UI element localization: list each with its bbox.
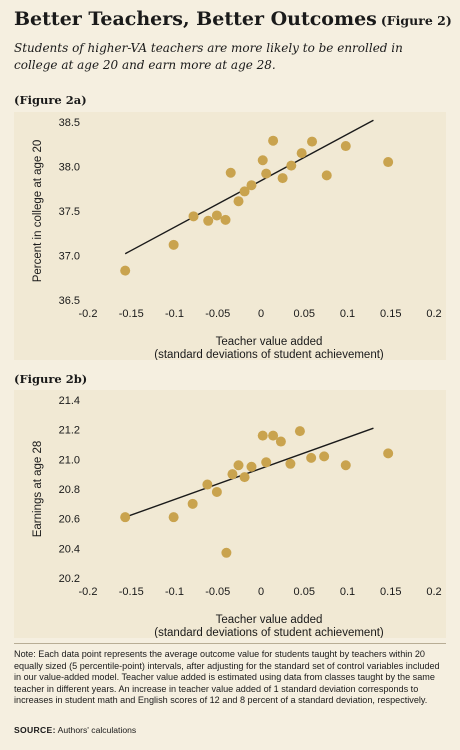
data-point xyxy=(221,547,232,558)
x-tick-label: 0.1 xyxy=(340,586,355,598)
data-point xyxy=(188,211,199,222)
x-tick-label: 0.05 xyxy=(294,586,315,598)
data-point xyxy=(239,186,250,197)
scatter-chart-earnings: 20.2 20.4 20.6 20.8 21.0 21.2 21.4 -0.2 -0.15 -0.… xyxy=(14,390,446,638)
data-point xyxy=(211,486,222,497)
data-point xyxy=(321,170,332,181)
data-point xyxy=(246,461,257,472)
data-point xyxy=(168,512,179,523)
y-axis-label: Percent in college at age 20 xyxy=(32,140,44,283)
x-tick-label: 0.15 xyxy=(380,586,401,598)
x-tick-label: 0.2 xyxy=(426,308,441,320)
x-tick-label: 0.05 xyxy=(294,308,315,320)
data-point xyxy=(187,498,198,509)
source-text: Authors' calculations xyxy=(57,725,137,735)
x-tick-label: 0 xyxy=(258,586,264,598)
x-tick-label: -0.05 xyxy=(205,586,230,598)
title-text: Better Teachers, Better Outcomes xyxy=(14,8,377,30)
plot-background xyxy=(14,112,446,360)
y-axis-label: Earnings at age 28 xyxy=(32,441,44,538)
x-tick-label: 0.2 xyxy=(426,586,441,598)
data-point xyxy=(268,135,279,146)
data-point xyxy=(246,180,257,191)
x-tick-label: -0.1 xyxy=(165,308,184,320)
source-label: SOURCE: xyxy=(14,725,56,735)
y-tick-label: 37.0 xyxy=(59,251,80,263)
data-point xyxy=(257,155,268,166)
data-point xyxy=(383,157,394,168)
data-point xyxy=(286,160,297,171)
x-axis-label-line1: Teacher value added xyxy=(216,614,323,626)
trend-line xyxy=(124,427,374,518)
data-point xyxy=(275,436,286,447)
subtitle: Students of higher-VA teachers are more … xyxy=(14,41,403,72)
data-point xyxy=(340,460,351,471)
note-text: Note: Each data point represents the ave… xyxy=(14,649,440,706)
data-point xyxy=(220,214,231,225)
y-tick-label: 20.6 xyxy=(59,514,80,526)
panel-label-2a: (Figure 2a) xyxy=(14,93,87,107)
data-point xyxy=(261,457,272,468)
data-point xyxy=(203,215,214,226)
data-point xyxy=(306,452,317,463)
page-title: Better Teachers, Better Outcomes (Figure … xyxy=(14,8,452,30)
data-point xyxy=(340,141,351,152)
panel-label-2b: (Figure 2b) xyxy=(14,372,88,386)
data-point xyxy=(233,196,244,207)
data-point xyxy=(120,512,131,523)
data-point xyxy=(202,479,213,490)
x-tick-label: -0.15 xyxy=(119,586,144,598)
y-tick-label: 21.4 xyxy=(59,395,80,407)
source-line: SOURCE: Authors' calculations xyxy=(14,725,136,735)
data-point xyxy=(211,210,222,221)
plot-background xyxy=(14,390,446,638)
data-point xyxy=(285,458,296,469)
x-tick-label: -0.05 xyxy=(205,308,230,320)
x-tick-label: -0.2 xyxy=(79,586,98,598)
data-point xyxy=(268,430,279,441)
y-tick-label: 20.4 xyxy=(59,543,80,555)
data-point xyxy=(225,167,236,178)
data-point xyxy=(239,472,250,483)
data-point xyxy=(307,136,318,147)
data-point xyxy=(233,460,244,471)
data-point xyxy=(277,173,288,184)
data-point xyxy=(383,448,394,459)
data-point xyxy=(319,451,330,462)
x-tick-label: -0.1 xyxy=(165,586,184,598)
x-axis-label-line2: (standard deviations of student achievem… xyxy=(154,349,384,360)
y-tick-label: 20.2 xyxy=(59,573,80,585)
scatter-chart-college: 36.5 37.0 37.5 38.0 38.5 -0.2 -0.15 -0.1 -0.05 0 0… xyxy=(14,112,446,360)
y-tick-label: 38.0 xyxy=(59,162,80,174)
y-tick-label: 37.5 xyxy=(59,206,80,218)
y-tick-label: 38.5 xyxy=(59,117,80,129)
x-tick-label: -0.2 xyxy=(79,308,98,320)
data-point xyxy=(227,469,238,480)
x-tick-label: 0.1 xyxy=(340,308,355,320)
data-point xyxy=(261,168,272,179)
data-point xyxy=(257,430,268,441)
x-axis-label-line1: Teacher value added xyxy=(216,336,323,348)
divider xyxy=(14,643,446,644)
x-tick-label: 0.15 xyxy=(380,308,401,320)
y-tick-label: 20.8 xyxy=(59,484,80,496)
data-point xyxy=(294,426,305,437)
data-point xyxy=(296,148,307,159)
y-tick-label: 21.2 xyxy=(59,425,80,437)
data-point xyxy=(168,239,179,250)
x-axis-label-line2: (standard deviations of student achievem… xyxy=(154,627,384,638)
data-point xyxy=(120,265,131,276)
figure-tag: (Figure 2) xyxy=(380,13,452,28)
x-tick-label: -0.15 xyxy=(119,308,144,320)
x-tick-label: 0 xyxy=(258,308,264,320)
y-tick-label: 36.5 xyxy=(59,295,80,307)
y-tick-label: 21.0 xyxy=(59,454,80,466)
